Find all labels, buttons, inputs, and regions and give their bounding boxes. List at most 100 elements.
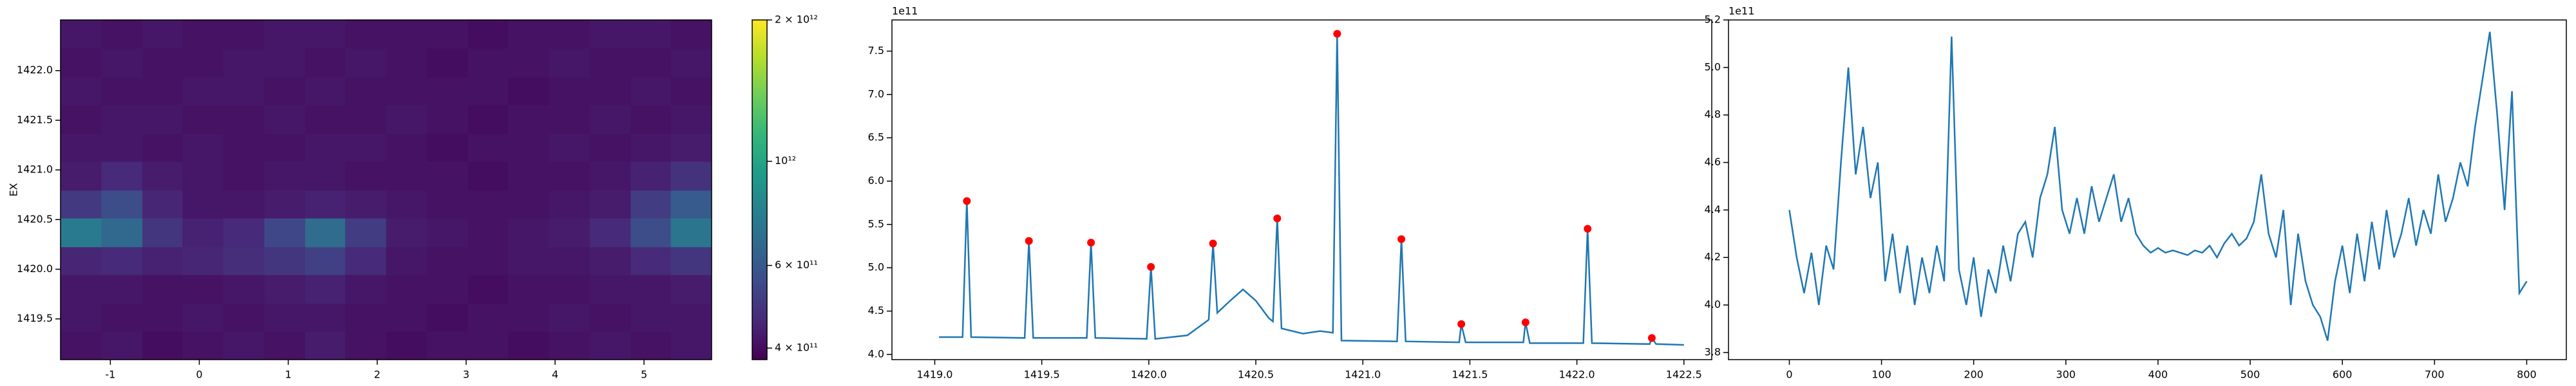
heatmap-cell — [468, 48, 509, 78]
peak-marker — [1457, 320, 1466, 328]
heatmap-cell — [507, 76, 549, 106]
x-tick-label: 1420.0 — [1131, 369, 1167, 381]
heatmap-cell — [101, 48, 143, 78]
heatmap-cell — [630, 302, 672, 332]
heatmap-cell — [305, 218, 346, 248]
heatmap-cell — [182, 275, 224, 304]
heatmap-cell — [549, 20, 591, 49]
heatmap-cell — [549, 218, 591, 248]
heatmap-cell — [386, 246, 428, 275]
heatmap-cell — [182, 218, 224, 248]
heatmap-cell — [61, 133, 102, 162]
y-tick-label: 1422.0 — [17, 64, 53, 76]
heatmap-cell — [264, 331, 306, 360]
heatmap-cell — [182, 246, 224, 275]
heatmap-cell — [345, 20, 386, 49]
heatmap-cell — [182, 48, 224, 78]
heatmap-cell — [589, 161, 631, 191]
heatmap-cell — [386, 105, 428, 134]
heatmap-cell — [182, 161, 224, 191]
heatmap-cell — [589, 76, 631, 106]
heatmap-cell — [264, 161, 306, 191]
heatmap-cell — [101, 218, 143, 248]
heatmap-cell — [630, 275, 672, 304]
x-tick-label: 1 — [285, 369, 291, 381]
heatmap-cell — [305, 189, 346, 219]
heatmap-cell — [182, 331, 224, 360]
heatmap-cell — [549, 76, 591, 106]
peak-marker — [1209, 239, 1217, 248]
heatmap-cell — [589, 133, 631, 162]
axes-frame — [1728, 19, 2567, 360]
colorbar-tick-label: 4 × 10¹¹ — [775, 342, 818, 354]
y-tick-label: 6.5 — [868, 131, 884, 143]
x-tick-label: 400 — [2148, 369, 2168, 381]
heatmap-cell — [182, 76, 224, 106]
heatmap-cell — [223, 76, 265, 106]
x-tick-label: 0 — [1786, 369, 1792, 381]
y-tick-label: 7.5 — [868, 44, 884, 57]
heatmap-cell — [670, 275, 712, 304]
heatmap-cell — [223, 275, 265, 304]
heatmap-cell — [264, 246, 306, 275]
heatmap-cell — [142, 76, 184, 106]
colorbar-tick-label: 10¹² — [775, 154, 796, 167]
heatmap-cell — [507, 105, 549, 134]
axes-frame — [891, 19, 1712, 360]
heatmap-cell — [182, 20, 224, 49]
heatmap-cell — [386, 133, 428, 162]
heatmap-cell — [427, 76, 469, 106]
y-tick-label: 1419.5 — [17, 312, 53, 324]
heatmap-cell — [670, 20, 712, 49]
heatmap-cell — [61, 48, 102, 78]
heatmap-cell — [670, 105, 712, 134]
x-tick-label: 700 — [2425, 369, 2445, 381]
heatmap-cell — [305, 48, 346, 78]
heatmap-cell — [61, 105, 102, 134]
heatmap-cell — [630, 331, 672, 360]
heatmap-cell — [101, 105, 143, 134]
peak-marker — [1087, 239, 1095, 247]
heatmap-cell — [142, 275, 184, 304]
heatmap-cell — [264, 218, 306, 248]
x-tick-label: 3 — [463, 369, 469, 381]
heatmap-cell — [507, 246, 549, 275]
x-tick-label: 1420.5 — [1238, 369, 1274, 381]
heatmap-cell — [305, 161, 346, 191]
heatmap-cell — [101, 189, 143, 219]
offset-text: 1e11 — [1728, 5, 1754, 17]
heatmap-cell — [670, 218, 712, 248]
heatmap-cell — [386, 275, 428, 304]
heatmap-cell — [101, 275, 143, 304]
heatmap-cell — [61, 20, 102, 49]
heatmap-cell — [182, 302, 224, 332]
heatmap-cell — [61, 218, 102, 248]
heatmap-cell — [507, 275, 549, 304]
heatmap-cell — [101, 246, 143, 275]
heatmap-cell — [142, 161, 184, 191]
heatmap-cell — [670, 189, 712, 219]
heatmap-cell — [630, 48, 672, 78]
heatmap-cell — [549, 246, 591, 275]
heatmap-cell — [589, 189, 631, 219]
heatmap-cell — [427, 275, 469, 304]
x-tick-label: 100 — [1871, 369, 1891, 381]
heatmap-cell — [386, 76, 428, 106]
y-tick-label: 1421.0 — [17, 163, 53, 176]
heatmap-cell — [427, 302, 469, 332]
heatmap-cell — [670, 302, 712, 332]
heatmap-cell — [507, 189, 549, 219]
heatmap-cell — [101, 20, 143, 49]
heatmap-cell — [101, 161, 143, 191]
heatmap-cell — [630, 105, 672, 134]
y-tick-label: 1420.5 — [17, 213, 53, 225]
heatmap-cell — [427, 218, 469, 248]
heatmap-cell — [223, 133, 265, 162]
heatmap-cell — [305, 302, 346, 332]
y-tick-label: 5.5 — [868, 217, 884, 230]
heatmap-cell — [468, 133, 509, 162]
heatmap-cell — [468, 76, 509, 106]
x-tick-label: 4 — [552, 369, 558, 381]
heatmap-cell — [630, 161, 672, 191]
offset-text: 1e11 — [892, 5, 918, 17]
